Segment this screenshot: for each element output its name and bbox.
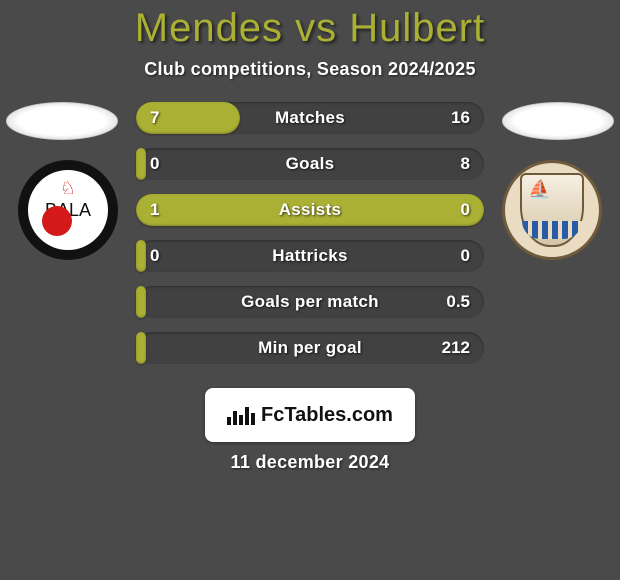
bar-chart-icon bbox=[227, 405, 255, 425]
stat-label: Assists bbox=[136, 194, 484, 226]
page-subtitle: Club competitions, Season 2024/2025 bbox=[0, 59, 620, 80]
dragon-icon: ♘ bbox=[60, 178, 76, 199]
stat-row: 212Min per goal bbox=[136, 332, 484, 364]
stat-row: 0.5Goals per match bbox=[136, 286, 484, 318]
stat-row: 10Assists bbox=[136, 194, 484, 226]
page-title: Mendes vs Hulbert bbox=[0, 0, 620, 51]
stat-label: Goals per match bbox=[136, 286, 484, 318]
page-root: Mendes vs Hulbert Club competitions, Sea… bbox=[0, 0, 620, 580]
stat-label: Goals bbox=[136, 148, 484, 180]
ship-icon: ⛵ bbox=[528, 179, 550, 200]
right-player-silhouette bbox=[502, 102, 614, 140]
right-club-crest: ⛵ bbox=[502, 160, 602, 260]
stat-row: 08Goals bbox=[136, 148, 484, 180]
stat-label: Min per goal bbox=[136, 332, 484, 364]
brand-badge: FcTables.com bbox=[205, 388, 415, 442]
brand-label: FcTables.com bbox=[261, 404, 393, 427]
football-icon bbox=[42, 206, 72, 236]
stat-row: 716Matches bbox=[136, 102, 484, 134]
shield-icon: ⛵ bbox=[520, 173, 584, 247]
stat-bars: 716Matches 08Goals 10Assists 00Hattricks 0.5… bbox=[136, 102, 484, 378]
stat-row: 00Hattricks bbox=[136, 240, 484, 272]
left-club-crest: ♘ BALA bbox=[18, 160, 118, 260]
waves-icon bbox=[522, 221, 582, 239]
stat-label: Hattricks bbox=[136, 240, 484, 272]
left-player-silhouette bbox=[6, 102, 118, 140]
date-label: 11 december 2024 bbox=[0, 452, 620, 473]
stat-label: Matches bbox=[136, 102, 484, 134]
